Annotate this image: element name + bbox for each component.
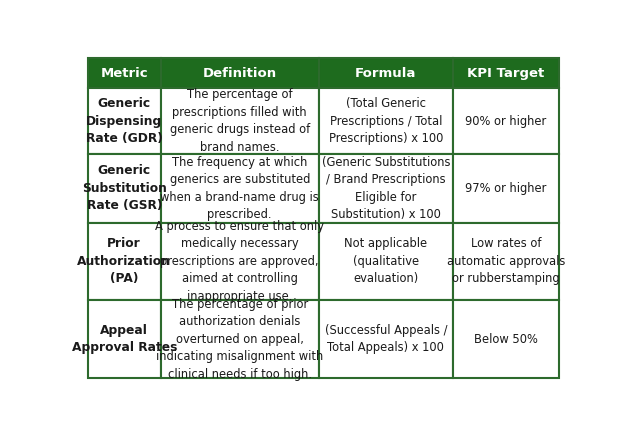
Text: A process to ensure that only
medically necessary
prescriptions are approved,
ai: A process to ensure that only medically …: [155, 220, 324, 303]
Bar: [88, 58, 161, 88]
Text: The percentage of
prescriptions filled with
generic drugs instead of
brand names: The percentage of prescriptions filled w…: [170, 89, 310, 154]
Text: Generic
Substitution
Rate (GSR): Generic Substitution Rate (GSR): [82, 165, 167, 213]
Bar: [88, 154, 161, 223]
Bar: [319, 88, 453, 154]
Bar: [453, 154, 559, 223]
Text: Not applicable
(qualitative
evaluation): Not applicable (qualitative evaluation): [345, 238, 427, 286]
Bar: [161, 300, 319, 378]
Text: The frequency at which
generics are substituted
when a brand-name drug is
prescr: The frequency at which generics are subs…: [160, 156, 319, 221]
Bar: [88, 223, 161, 300]
Bar: [161, 58, 319, 88]
Text: Metric: Metric: [100, 67, 148, 79]
Bar: [453, 58, 559, 88]
Text: 97% or higher: 97% or higher: [466, 182, 546, 195]
Bar: [88, 300, 161, 378]
Text: Formula: Formula: [355, 67, 416, 79]
Text: Prior
Authorization
(PA): Prior Authorization (PA): [77, 238, 171, 286]
Text: Low rates of
automatic approvals
or rubberstamping: Low rates of automatic approvals or rubb…: [447, 238, 565, 286]
Text: (Generic Substitutions
/ Brand Prescriptions
Eligible for
Substitution) x 100: (Generic Substitutions / Brand Prescript…: [322, 156, 450, 221]
Text: KPI Target: KPI Target: [468, 67, 545, 79]
Bar: [161, 88, 319, 154]
Text: (Total Generic
Prescriptions / Total
Prescriptions) x 100: (Total Generic Prescriptions / Total Pre…: [329, 97, 443, 145]
Text: (Successful Appeals /
Total Appeals) x 100: (Successful Appeals / Total Appeals) x 1…: [324, 324, 447, 355]
Text: Below 50%: Below 50%: [474, 333, 538, 346]
Bar: [88, 88, 161, 154]
Bar: [453, 300, 559, 378]
Bar: [319, 223, 453, 300]
Text: 90% or higher: 90% or higher: [466, 114, 546, 128]
Bar: [319, 154, 453, 223]
Bar: [161, 154, 319, 223]
Text: Generic
Dispensing
Rate (GDR): Generic Dispensing Rate (GDR): [86, 97, 163, 145]
Bar: [319, 300, 453, 378]
Text: Definition: Definition: [203, 67, 277, 79]
Text: The percentage of prior
authorization denials
overturned on appeal,
indicating m: The percentage of prior authorization de…: [156, 298, 323, 381]
Text: Appeal
Approval Rates: Appeal Approval Rates: [71, 324, 177, 355]
Bar: [453, 88, 559, 154]
Bar: [319, 58, 453, 88]
Bar: [161, 223, 319, 300]
Bar: [453, 223, 559, 300]
